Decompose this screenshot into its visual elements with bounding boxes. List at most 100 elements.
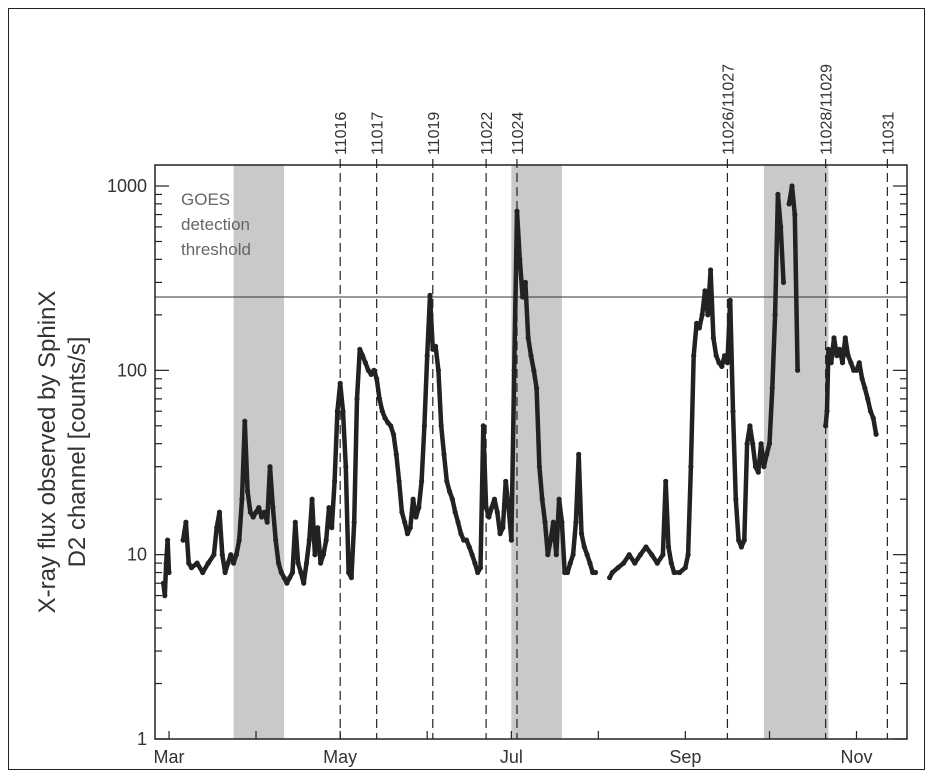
data-point bbox=[848, 360, 854, 366]
data-point bbox=[688, 464, 694, 470]
data-point bbox=[772, 312, 778, 318]
x-axis: Mar May Jul Sep Nov bbox=[154, 731, 873, 767]
data-point bbox=[592, 569, 599, 576]
x-tick-label-Nov: Nov bbox=[840, 747, 872, 767]
data-point bbox=[727, 297, 733, 303]
data-point bbox=[649, 552, 655, 558]
data-point bbox=[278, 569, 284, 576]
data-point bbox=[312, 552, 318, 558]
data-point bbox=[472, 560, 478, 566]
data-point bbox=[256, 505, 262, 511]
data-point bbox=[346, 569, 352, 576]
data-point bbox=[480, 423, 486, 429]
data-point bbox=[747, 423, 753, 429]
data-point bbox=[663, 478, 669, 484]
data-point bbox=[452, 509, 458, 515]
data-point bbox=[245, 488, 251, 495]
data-point bbox=[407, 525, 413, 531]
data-point bbox=[839, 360, 846, 366]
data-point bbox=[514, 208, 520, 214]
data-point bbox=[194, 560, 200, 566]
data-point bbox=[520, 294, 526, 300]
data-point bbox=[713, 353, 719, 359]
ar-label-11024: 11024 bbox=[510, 112, 527, 155]
data-point bbox=[447, 488, 453, 495]
data-point bbox=[340, 408, 346, 414]
data-point bbox=[668, 560, 674, 566]
data-point bbox=[750, 441, 756, 447]
data-point bbox=[660, 552, 666, 558]
data-point bbox=[222, 569, 228, 576]
active-region-labels: 11016 11017 11019 11022 11024 11026/11027 1102… bbox=[333, 64, 897, 155]
data-point bbox=[764, 451, 770, 457]
data-point bbox=[528, 353, 534, 359]
data-point bbox=[188, 565, 195, 571]
data-point bbox=[449, 496, 455, 502]
data-point bbox=[309, 496, 315, 502]
data-point bbox=[609, 569, 616, 576]
data-point bbox=[522, 279, 529, 285]
active-region-lines bbox=[339, 159, 888, 739]
data-point bbox=[211, 552, 217, 558]
data-point bbox=[581, 544, 587, 550]
data-point bbox=[724, 360, 731, 366]
data-point bbox=[236, 537, 242, 543]
ar-label-11019: 11019 bbox=[426, 112, 443, 155]
data-point bbox=[489, 505, 495, 511]
data-point bbox=[270, 505, 276, 511]
data-point bbox=[736, 537, 742, 543]
data-point bbox=[357, 346, 363, 352]
data-point bbox=[374, 376, 380, 382]
data-point bbox=[287, 575, 293, 581]
data-point bbox=[632, 560, 638, 566]
y-tick-label-1: 1 bbox=[137, 729, 147, 749]
ar-label-11026/11027: 11026/11027 bbox=[720, 64, 737, 155]
data-point bbox=[497, 531, 503, 537]
x-tick-label-May: May bbox=[323, 747, 357, 767]
data-point bbox=[755, 469, 761, 475]
data-point bbox=[853, 367, 860, 373]
data-point bbox=[761, 464, 767, 470]
threshold-label-line-1: GOES bbox=[181, 190, 230, 209]
data-point bbox=[570, 552, 576, 558]
data-point bbox=[292, 519, 298, 525]
x-tick-label-Mar: Mar bbox=[154, 747, 185, 767]
data-point bbox=[348, 575, 354, 581]
data-point bbox=[455, 519, 461, 525]
flux-series bbox=[160, 183, 879, 599]
data-point bbox=[786, 201, 792, 207]
data-point bbox=[228, 552, 234, 558]
data-point bbox=[281, 575, 287, 581]
data-point bbox=[166, 569, 172, 576]
data-point bbox=[870, 415, 876, 421]
data-point bbox=[699, 312, 705, 318]
data-point bbox=[438, 423, 444, 429]
data-point bbox=[671, 569, 677, 576]
data-point bbox=[404, 531, 411, 537]
series-segment-5 bbox=[823, 335, 879, 437]
data-point bbox=[205, 560, 211, 566]
data-point bbox=[626, 552, 632, 558]
data-point bbox=[559, 519, 565, 525]
data-point bbox=[716, 360, 722, 366]
y-tick-label-10: 10 bbox=[127, 545, 147, 565]
data-point bbox=[458, 531, 464, 537]
data-point bbox=[435, 367, 441, 373]
shaded-periods bbox=[233, 165, 829, 739]
data-point bbox=[766, 441, 773, 447]
data-point bbox=[424, 353, 430, 359]
data-point bbox=[637, 552, 644, 558]
data-point bbox=[685, 552, 691, 558]
data-point bbox=[388, 423, 394, 429]
sphinx-flux-chart: GOES detection threshold 1 10 100 1000 Mar May… bbox=[34, 64, 908, 767]
data-point bbox=[318, 560, 324, 566]
data-point bbox=[837, 346, 843, 352]
data-point bbox=[320, 552, 326, 558]
data-point bbox=[410, 496, 416, 502]
data-point bbox=[250, 514, 256, 520]
ar-label-11022: 11022 bbox=[479, 112, 496, 155]
ar-label-11016: 11016 bbox=[333, 112, 350, 155]
data-point bbox=[298, 569, 304, 576]
data-point bbox=[160, 580, 166, 586]
data-point bbox=[416, 505, 422, 511]
